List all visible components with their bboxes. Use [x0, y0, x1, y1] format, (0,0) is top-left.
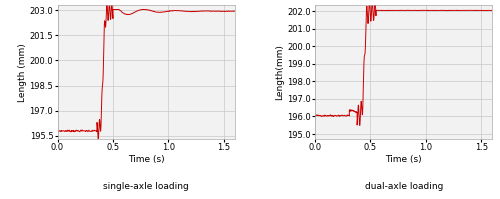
Text: dual-axle loading: dual-axle loading	[364, 182, 443, 191]
X-axis label: Time (s): Time (s)	[128, 155, 164, 164]
Y-axis label: Length (mm): Length (mm)	[18, 43, 27, 101]
Y-axis label: Length(mm): Length(mm)	[276, 44, 284, 100]
Text: single-axle loading: single-axle loading	[104, 182, 189, 191]
X-axis label: Time (s): Time (s)	[386, 155, 422, 164]
